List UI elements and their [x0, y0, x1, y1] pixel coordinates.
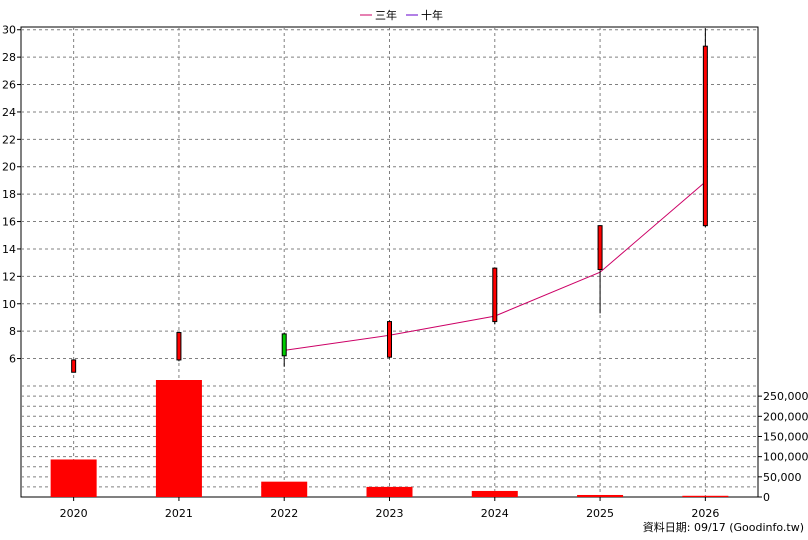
volume-tick-label: 100,000 [763, 451, 808, 464]
candle-body [71, 359, 77, 373]
x-tick-label: 2026 [691, 507, 719, 520]
x-tick-label: 2025 [586, 507, 614, 520]
price-tick-label: 10 [2, 298, 16, 311]
candle-body [492, 267, 498, 323]
x-tick-label: 2023 [376, 507, 404, 520]
price-tick-label: 16 [2, 216, 16, 229]
price-tick-label: 20 [2, 161, 16, 174]
price-tick-label: 18 [2, 188, 16, 201]
price-tick-label: 28 [2, 51, 16, 64]
volume-bar [366, 486, 413, 497]
volume-tick-label: 50,000 [763, 471, 802, 484]
x-tick-label: 2020 [60, 507, 88, 520]
price-tick-label: 14 [2, 243, 16, 256]
volume-bar [155, 380, 202, 497]
volume-bar [50, 459, 97, 497]
candle-body [281, 333, 287, 357]
price-tick-label: 6 [9, 353, 16, 366]
volume-bar [261, 481, 308, 497]
volume-bar [471, 490, 518, 497]
x-tick-label: 2022 [270, 507, 298, 520]
x-tick-label: 2024 [481, 507, 509, 520]
volume-tick-label: 250,000 [763, 390, 808, 403]
legend-label: 三年 [375, 8, 397, 22]
volume-tick-label: 0 [763, 491, 770, 504]
candle-body [702, 45, 708, 227]
legend-label: 十年 [421, 8, 443, 22]
volume-bar [577, 494, 624, 497]
data-date-footer: 資料日期: 09/17 (Goodinfo.tw) [642, 521, 804, 534]
volume-tick-label: 200,000 [763, 410, 808, 423]
price-tick-label: 22 [2, 133, 16, 146]
price-tick-label: 26 [2, 79, 16, 92]
volume-bar [682, 495, 729, 497]
candle-body [387, 321, 392, 358]
candle-body [176, 332, 182, 361]
candle-body [597, 225, 603, 271]
price-tick-label: 12 [2, 270, 16, 283]
price-tick-label: 30 [2, 24, 16, 37]
volume-tick-label: 150,000 [763, 430, 808, 443]
price-tick-label: 24 [2, 106, 16, 119]
price-tick-label: 8 [9, 325, 16, 338]
x-tick-label: 2021 [165, 507, 193, 520]
